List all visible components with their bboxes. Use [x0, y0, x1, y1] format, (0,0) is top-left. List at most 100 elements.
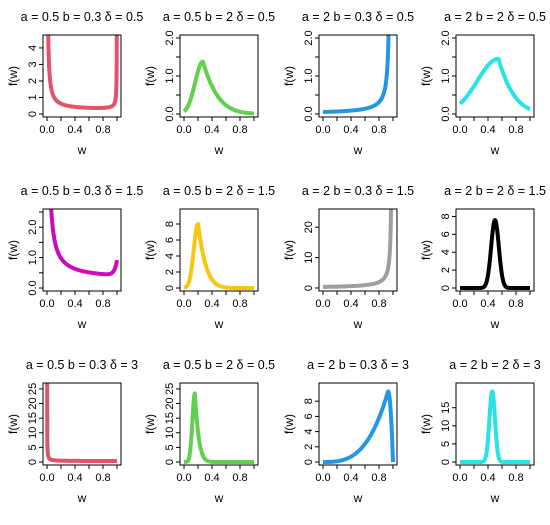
- y-tick-label: 1: [27, 94, 39, 100]
- x-axis-label: w: [214, 317, 224, 331]
- panel-title: a = 2 b = 0.3 δ = 3: [307, 358, 409, 372]
- y-axis-label: f(w): [143, 66, 157, 86]
- panel-title: a = 0.5 b = 0.3 δ = 1.5: [21, 184, 144, 198]
- panel-title: a = 2 b = 0.3 δ = 1.5: [302, 184, 414, 198]
- plot-frame: [318, 382, 398, 466]
- panel-title: a = 0.5 b = 0.3 δ = 3: [26, 358, 138, 372]
- y-tick-label: 4: [164, 253, 176, 259]
- panel-title: a = 0.5 b = 2 δ = 1.5: [163, 184, 275, 198]
- panel-title: a = 2 b = 0.3 δ = 0.5: [302, 10, 414, 24]
- plot-frame: [42, 208, 122, 292]
- y-tick-label: 2: [303, 444, 315, 450]
- density-curve: [182, 222, 256, 290]
- x-tick-label: 0.4: [343, 472, 358, 484]
- panel-title: a = 2 b = 2 δ = 1.5: [444, 184, 546, 198]
- x-tick-label: 0.8: [232, 298, 247, 310]
- y-axis-label: f(w): [6, 240, 20, 260]
- y-tick-label: 10: [164, 427, 176, 439]
- y-tick-label: 2.0: [27, 220, 39, 235]
- y-tick-label: 10: [27, 427, 39, 439]
- plot-frame: [455, 382, 535, 466]
- y-tick-label: 1.0: [27, 250, 39, 265]
- panel-9: a = 0.5 b = 0.3 δ = 3 0.0 0.4 0.8 0 5 10 15 20 25…: [6, 358, 138, 505]
- y-axis-label: f(w): [419, 240, 433, 260]
- x-axis-label: w: [214, 143, 224, 157]
- x-tick-label: 0.0: [315, 124, 330, 136]
- y-tick-label: 20: [164, 397, 176, 409]
- panel-1: a = 0.5 b = 0.3 δ = 0.5 0.0 0.4 0.8 0 1 2 3 4 w f(…: [6, 10, 144, 157]
- x-tick-label: 0.8: [371, 124, 386, 136]
- y-tick-label: 2.0: [440, 30, 452, 45]
- y-tick-label: 1.0: [303, 68, 315, 83]
- y-tick-label: 2.0: [164, 30, 176, 45]
- x-tick-label: 0.4: [480, 472, 495, 484]
- x-tick-label: 0.0: [315, 298, 330, 310]
- x-axis-label: w: [77, 491, 87, 505]
- plot-frame: [42, 34, 122, 118]
- y-tick-label: 1.0: [164, 68, 176, 83]
- y-tick-label: 0: [164, 459, 176, 465]
- y-tick-label: 8: [164, 221, 176, 227]
- x-tick-label: 0.4: [67, 124, 82, 136]
- x-tick-label: 0.8: [95, 124, 110, 136]
- x-tick-label: 0.8: [232, 472, 247, 484]
- panel-6: a = 0.5 b = 2 δ = 1.5 0.0 0.4 0.8 0 2 4 6 8 w f(w): [143, 184, 275, 331]
- y-tick-label: 4: [440, 249, 452, 255]
- x-tick-label: 0.0: [39, 298, 54, 310]
- y-tick-label: 15: [164, 412, 176, 424]
- x-tick-label: 0.0: [452, 298, 467, 310]
- x-axis-label: w: [490, 143, 500, 157]
- y-tick-label: 4: [303, 429, 315, 435]
- y-tick-label: 0: [303, 285, 315, 291]
- y-axis-label: f(w): [419, 414, 433, 434]
- y-tick-label: 8: [440, 213, 452, 219]
- panel-3: a = 2 b = 0.3 δ = 0.5 0.0 0.4 0.8 0.0 1.0 2.0 w…: [282, 10, 414, 157]
- panel-title: a = 2 b = 2 δ = 0.5: [444, 10, 546, 24]
- y-tick-label: 15: [27, 412, 39, 424]
- x-tick-label: 0.4: [204, 124, 219, 136]
- y-tick-label: 2: [27, 78, 39, 84]
- plot-frame: [179, 208, 259, 292]
- y-axis-label: f(w): [143, 240, 157, 260]
- x-tick-label: 0.0: [39, 472, 54, 484]
- x-tick-label: 0.8: [95, 298, 110, 310]
- panel-title: a = 0.5 b = 0.3 δ = 0.5: [21, 10, 144, 24]
- x-axis-label: w: [214, 491, 224, 505]
- panel-title: a = 0.5 b = 2 δ = 0.5: [163, 10, 275, 24]
- x-tick-label: 0.4: [67, 298, 82, 310]
- y-tick-label: 0.0: [440, 106, 452, 121]
- x-tick-label: 0.4: [204, 298, 219, 310]
- y-tick-label: 0: [303, 459, 315, 465]
- y-tick-label: 0: [440, 285, 452, 291]
- y-axis-label: f(w): [282, 414, 296, 434]
- x-axis-label: w: [490, 317, 500, 331]
- y-tick-label: 0: [164, 285, 176, 291]
- density-curve: [321, 209, 393, 289]
- panel-5: a = 0.5 b = 0.3 δ = 1.5 0.0 0.4 0.8 0.0 1.0 2.…: [6, 184, 144, 331]
- y-axis-label: f(w): [6, 66, 20, 86]
- density-curve: [321, 35, 391, 115]
- y-tick-label: 4: [27, 45, 39, 51]
- y-tick-label: 5: [27, 444, 39, 450]
- x-tick-label: 0.8: [508, 472, 523, 484]
- x-axis-label: w: [490, 491, 500, 505]
- y-axis-label: f(w): [143, 414, 157, 434]
- density-curve: [45, 383, 119, 464]
- panel-4: a = 2 b = 2 δ = 0.5 0.0 0.4 0.8 0.0 1.0 2.0 w f(…: [419, 10, 546, 157]
- x-axis-label: w: [353, 143, 363, 157]
- y-axis-label: f(w): [282, 66, 296, 86]
- x-tick-label: 0.0: [176, 298, 191, 310]
- panel-8: a = 2 b = 2 δ = 1.5 0.0 0.4 0.8 0 2 4 6 8 w f(w): [419, 184, 546, 331]
- x-tick-label: 0.0: [315, 472, 330, 484]
- plot-frame: [179, 34, 259, 118]
- x-tick-label: 0.4: [480, 298, 495, 310]
- y-tick-label: 0: [440, 459, 452, 465]
- y-tick-label: 20: [303, 221, 315, 233]
- y-tick-label: 0: [27, 459, 39, 465]
- density-curve: [458, 56, 532, 112]
- x-tick-label: 0.4: [343, 298, 358, 310]
- y-tick-label: 0: [27, 111, 39, 117]
- x-tick-label: 0.0: [452, 472, 467, 484]
- y-tick-label: 20: [27, 397, 39, 409]
